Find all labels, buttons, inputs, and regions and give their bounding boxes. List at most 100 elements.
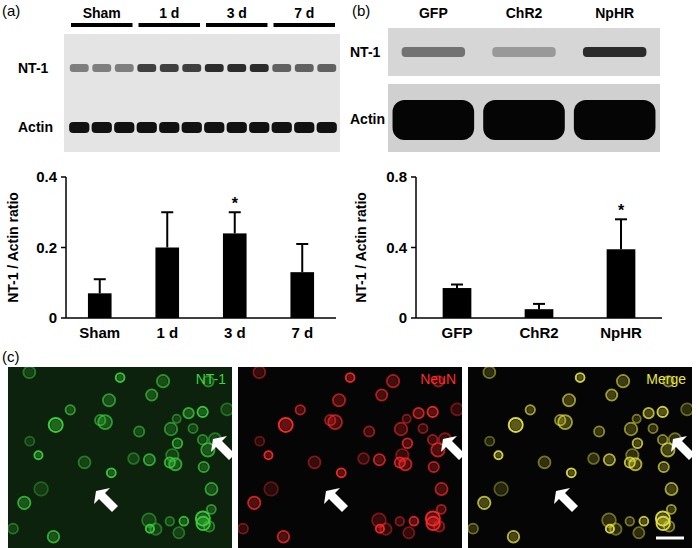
bar: [290, 272, 314, 318]
error-cap: [296, 243, 308, 245]
micrograph: [468, 367, 692, 548]
cell-body: [185, 410, 192, 417]
cell-body: [166, 424, 175, 433]
error-line: [166, 212, 168, 247]
cell-body: [668, 506, 674, 512]
cell: [173, 527, 184, 538]
actin-band: [182, 122, 202, 133]
annotation: *: [618, 202, 625, 219]
bar: [223, 233, 247, 318]
cell: [253, 367, 265, 378]
actin-band: [574, 100, 656, 140]
cell: [144, 454, 155, 465]
cell-body: [36, 484, 46, 494]
cell: [364, 427, 374, 437]
cell: [451, 404, 462, 416]
cell: [633, 439, 642, 448]
cell-body: [577, 375, 583, 381]
cell: [410, 517, 419, 526]
cell-body: [565, 396, 574, 405]
cell: [189, 424, 198, 433]
cell-body: [404, 440, 410, 446]
bar: [443, 288, 472, 318]
error-cap: [533, 303, 545, 305]
cell: [658, 407, 668, 417]
cell: [436, 483, 448, 495]
cell: [483, 367, 495, 378]
actin-band: [204, 122, 224, 133]
cell-body: [604, 515, 615, 526]
image-background: [8, 367, 232, 548]
cell: [206, 483, 218, 495]
blot-background: [64, 34, 340, 152]
cell-body: [496, 484, 506, 494]
cell-body: [590, 455, 598, 463]
cell-body: [200, 463, 207, 470]
cell-body: [415, 410, 422, 417]
cell: [142, 514, 156, 528]
nt1-band: [250, 64, 269, 72]
y-tick-label: 0.4: [36, 168, 58, 185]
actin-band: [137, 122, 157, 133]
cell-body: [159, 377, 168, 386]
cell-body: [266, 453, 271, 458]
lane-label: NpHR: [595, 5, 634, 21]
cell-body: [67, 407, 73, 413]
cell: [633, 415, 641, 423]
y-tick-label: 0.8: [386, 168, 407, 185]
cell-body: [148, 391, 156, 399]
row-label: Actin: [18, 119, 53, 135]
cell: [494, 451, 502, 459]
blot-background: [388, 84, 660, 152]
cell: [221, 404, 232, 416]
cell: [296, 405, 305, 414]
cell-body: [397, 519, 402, 524]
cell: [659, 462, 669, 472]
cell: [396, 517, 404, 525]
cell: [387, 375, 399, 387]
cell-body: [420, 426, 426, 432]
lane-label: Sham: [83, 5, 121, 21]
cell-body: [335, 396, 344, 405]
cell-body: [117, 375, 123, 381]
cell: [666, 483, 678, 495]
cell-body: [626, 424, 635, 433]
cell-body: [327, 417, 334, 424]
cell: [374, 454, 385, 465]
lane-label: 1 d: [159, 5, 179, 21]
actin-band: [272, 122, 292, 133]
cell-body: [136, 428, 143, 435]
cell-body: [437, 485, 446, 494]
lane-label: GFP: [419, 5, 448, 21]
cell-body: [338, 470, 344, 476]
cell-body: [605, 456, 613, 464]
cell: [66, 405, 75, 414]
cell-body: [174, 416, 179, 421]
y-axis-label: NT-1 / Actin ratio: [5, 192, 21, 303]
nt1-band: [160, 64, 179, 72]
cell: [48, 531, 59, 542]
cell: [658, 435, 667, 444]
x-axis: [66, 317, 336, 319]
cell: [207, 505, 216, 514]
cell: [337, 468, 346, 477]
error-bar: [451, 285, 463, 289]
cell-body: [405, 529, 413, 537]
cell: [509, 418, 523, 432]
error-bar: [94, 279, 106, 293]
panel-label: (c): [2, 348, 20, 365]
cell: [346, 373, 355, 382]
cell: [539, 457, 551, 469]
cell-body: [378, 391, 386, 399]
cell-body: [199, 408, 206, 415]
cell: [264, 451, 272, 459]
cell: [576, 373, 585, 382]
cell: [18, 497, 30, 509]
image-background: [468, 367, 692, 548]
cell-body: [453, 405, 462, 414]
cell: [79, 457, 91, 469]
cell-body: [568, 470, 574, 476]
cell: [180, 517, 189, 526]
cell: [196, 511, 210, 525]
cell: [403, 415, 411, 423]
